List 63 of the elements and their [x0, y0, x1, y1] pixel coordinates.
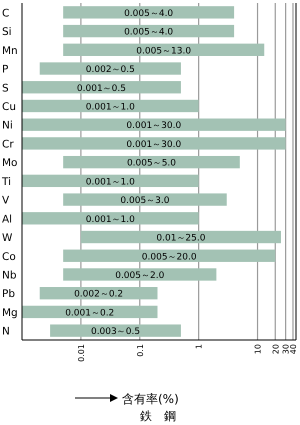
- y-tick-label: Al: [2, 213, 12, 226]
- data-label: 0.001～1.0: [86, 177, 136, 188]
- y-tick-label: N: [2, 326, 10, 338]
- data-label: 0.005～2.0: [115, 270, 165, 281]
- bar: [63, 6, 234, 19]
- y-tick-label: Co: [2, 250, 16, 263]
- bar: [63, 193, 227, 206]
- y-tick-label: Ni: [2, 120, 13, 132]
- bar: [22, 137, 286, 150]
- y-tick-label: S: [2, 82, 9, 94]
- y-tick-label: P: [2, 64, 8, 76]
- x-tick-label: 20: [271, 344, 280, 354]
- data-label: 0.005～4.0: [124, 8, 174, 19]
- bar: [40, 62, 181, 75]
- y-tick-label: Mo: [2, 157, 18, 170]
- y-tick-label: Ti: [1, 176, 12, 188]
- x-axis-title: 含有率(%): [122, 392, 179, 406]
- x-tick-label: 10: [254, 344, 263, 354]
- y-tick-label: Nb: [2, 269, 17, 282]
- text: 鉄 鋼: [140, 409, 176, 423]
- data-label: 0.005～3.0: [120, 196, 170, 206]
- data-label: 0.005～5.0: [126, 158, 176, 169]
- data-label: 0.001～0.2: [65, 308, 114, 318]
- y-tick-label: Cu: [2, 100, 16, 113]
- x-tick-label: 1: [194, 344, 204, 350]
- data-label: 0.01～25.0: [156, 234, 206, 244]
- data-label: 0.003～0.5: [90, 327, 140, 338]
- bar: [50, 324, 181, 337]
- bar: [22, 306, 158, 318]
- bar: [40, 287, 158, 300]
- y-tick-label: V: [2, 194, 10, 207]
- bar: [22, 174, 199, 188]
- bar: [63, 156, 240, 168]
- y-tick-label: Si: [2, 26, 12, 38]
- y-tick-label: W: [2, 232, 13, 244]
- bar: [80, 230, 281, 244]
- bar: [63, 250, 276, 262]
- x-tick-label: 0.1: [136, 344, 145, 357]
- data-label: 0.002～0.2: [74, 290, 124, 300]
- data-label: 0.005～4.0: [124, 28, 174, 38]
- y-tick-label: Pb: [2, 288, 16, 300]
- bar: [63, 24, 234, 38]
- x-tick-label: 30: [282, 344, 291, 354]
- data-label: 0.002～0.5: [86, 65, 135, 76]
- bar: [22, 100, 199, 112]
- data-label: 0.001～0.5: [76, 84, 126, 94]
- bar: [22, 118, 286, 131]
- data-label: 0.001～30.0: [126, 121, 182, 132]
- bar: [63, 268, 216, 281]
- y-tick-label: C: [2, 7, 10, 20]
- y-tick-label: Mg: [2, 306, 18, 319]
- data-label: 0.005～20.0: [142, 252, 197, 262]
- x-tick-label: 40: [288, 344, 298, 354]
- y-tick-label: Cr: [2, 138, 14, 150]
- data-label: 0.001～1.0: [86, 102, 136, 112]
- data-label: 0.001～1.0: [86, 214, 136, 225]
- bar: [22, 81, 181, 94]
- data-label: 0.005～13.0: [136, 46, 192, 56]
- y-tick-label: Mn: [2, 44, 18, 57]
- bar: [63, 44, 264, 56]
- x-tick-label: 0.01: [76, 344, 86, 362]
- bar: [22, 212, 199, 224]
- data-label: 0.001～30.0: [126, 140, 182, 150]
